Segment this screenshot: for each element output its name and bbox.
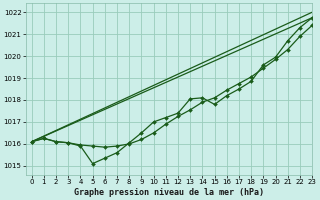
X-axis label: Graphe pression niveau de la mer (hPa): Graphe pression niveau de la mer (hPa): [74, 188, 264, 197]
